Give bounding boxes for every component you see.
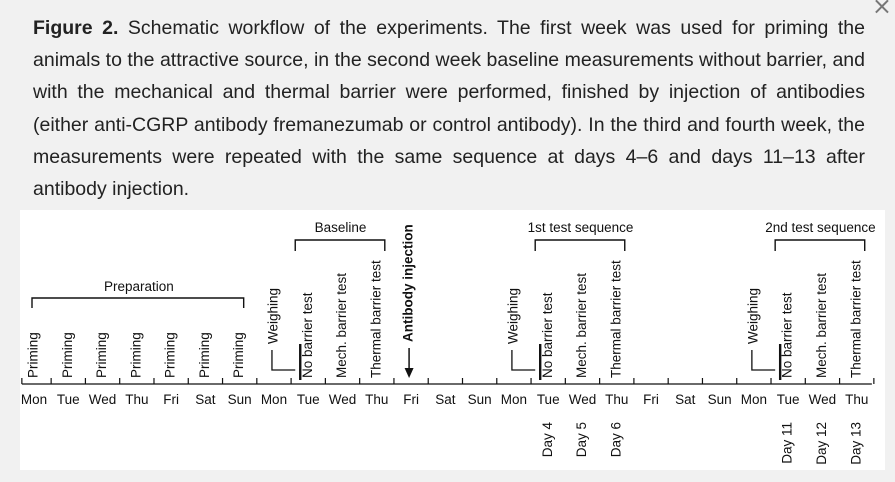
priming-label: Priming <box>94 332 109 378</box>
day-label: Fri <box>403 392 419 407</box>
test2-bracket <box>774 239 866 251</box>
day-label: Sat <box>675 392 696 407</box>
weighing-connector <box>271 350 296 371</box>
priming-label: Priming <box>231 332 246 378</box>
weighing-label: Weighing <box>505 288 520 344</box>
thermal-barrier-label: Thermal barrier test <box>368 260 383 378</box>
weighing-label: Weighing <box>266 288 281 344</box>
priming-label: Priming <box>197 332 212 378</box>
caption-text: Schematic workflow of the experiments. T… <box>33 17 865 201</box>
day-label: Wed <box>329 392 357 407</box>
antibody-arrow-head <box>404 368 414 378</box>
figure-caption: Figure 2. Schematic workflow of the expe… <box>33 12 865 205</box>
test2-label: 2nd test sequence <box>765 220 875 235</box>
day-number-label: Day 6 <box>608 422 623 457</box>
priming-label: Priming <box>128 332 143 378</box>
day-label: Tue <box>57 392 80 407</box>
preparation-label: Preparation <box>104 279 174 294</box>
day-number-label: Day 4 <box>540 422 555 458</box>
priming-label: Priming <box>26 332 41 378</box>
day-label: Thu <box>125 392 148 407</box>
caption-label: Figure 2. <box>33 17 119 39</box>
day-label: Wed <box>569 392 597 407</box>
day-label: Mon <box>501 392 527 407</box>
baseline-label: Baseline <box>315 220 367 235</box>
test1-bracket <box>534 239 626 251</box>
day-label: Mon <box>21 392 47 407</box>
antibody-injection-label: Antibody injection <box>401 224 416 342</box>
day-label: Thu <box>365 392 388 407</box>
no-barrier-label: No barrier test <box>540 292 555 378</box>
day-label: Tue <box>297 392 320 407</box>
thermal-barrier-label: Thermal barrier test <box>608 260 623 378</box>
workflow-timeline: Mon Tue Wed Thu Fri Sat Sun Mon Tue Wed Thu Fri Sat S… <box>21 220 876 465</box>
priming-label: Priming <box>163 332 178 378</box>
day-number-label: Day 5 <box>574 422 589 457</box>
mech-barrier-label: Mech. barrier test <box>334 273 349 378</box>
day-label: Sun <box>708 392 732 407</box>
day-label: Fri <box>163 392 179 407</box>
day-label: Wed <box>89 392 117 407</box>
priming-label: Priming <box>60 332 75 378</box>
day-label: Tue <box>537 392 560 407</box>
day-label: Thu <box>845 392 868 407</box>
day-label: Mon <box>261 392 287 407</box>
no-barrier-label: No barrier test <box>780 292 795 378</box>
test1-label: 1st test sequence <box>528 220 634 235</box>
baseline-bracket <box>294 239 386 251</box>
mech-barrier-label: Mech. barrier test <box>814 273 829 378</box>
day-label: Fri <box>643 392 659 407</box>
thermal-barrier-label: Thermal barrier test <box>848 260 863 378</box>
weighing-connector <box>751 350 776 371</box>
day-label: Sat <box>435 392 456 407</box>
workflow-figure: Mon Tue Wed Thu Fri Sat Sun Mon Tue Wed Thu Fri Sat S… <box>20 210 885 470</box>
day-label: Tue <box>777 392 800 407</box>
weighing-connector <box>511 350 536 371</box>
weighing-label: Weighing <box>745 288 760 344</box>
day-label: Wed <box>809 392 837 407</box>
close-icon[interactable]: × <box>871 0 892 20</box>
day-number-label: Day 13 <box>848 422 863 465</box>
mech-barrier-label: Mech. barrier test <box>574 273 589 378</box>
day-label: Mon <box>741 392 767 407</box>
day-number-label: Day 12 <box>814 422 829 465</box>
day-number-label: Day 11 <box>780 422 795 464</box>
preparation-bracket <box>31 297 245 308</box>
day-label: Sat <box>195 392 216 407</box>
day-label: Sun <box>468 392 492 407</box>
day-label: Thu <box>605 392 628 407</box>
no-barrier-label: No barrier test <box>300 292 315 378</box>
day-label: Sun <box>228 392 252 407</box>
